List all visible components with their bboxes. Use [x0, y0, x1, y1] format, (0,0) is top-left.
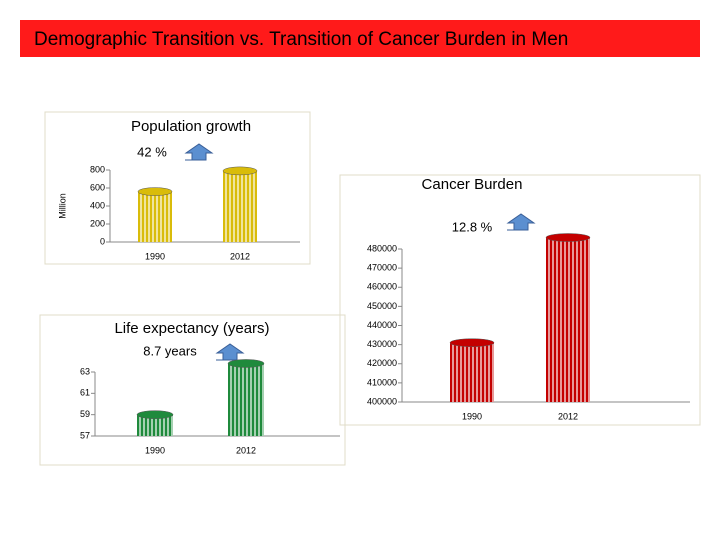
y-tick-label: 460000 [367, 282, 397, 292]
bar-cap [545, 233, 591, 242]
bar-cap [136, 410, 174, 419]
y-tick-label: 420000 [367, 358, 397, 368]
y-tick-label: 430000 [367, 339, 397, 349]
y-tick-label: 410000 [367, 377, 397, 387]
y-tick-label: 0 [100, 236, 105, 246]
y-tick-label: 800 [90, 164, 105, 174]
y-tick-label: 63 [80, 366, 90, 376]
y-tick-label: 57 [80, 430, 90, 440]
x-tick-label: 1990 [145, 445, 165, 455]
bar [228, 363, 264, 436]
y-tick-label: 400000 [367, 396, 397, 406]
bar-cap [449, 338, 495, 347]
panel-frame [339, 174, 701, 426]
y-tick-label: 470000 [367, 263, 397, 273]
panel-frame [44, 111, 311, 265]
chart-title: Population growth [131, 118, 251, 135]
x-tick-label: 2012 [230, 251, 250, 261]
y-tick-label: 450000 [367, 301, 397, 311]
y-tick-label: 59 [80, 409, 90, 419]
annotation: 8.7 years [143, 343, 197, 358]
title-banner [20, 20, 700, 57]
x-tick-label: 1990 [145, 251, 165, 261]
y-tick-label: 400 [90, 200, 105, 210]
up-arrow [184, 143, 214, 161]
x-tick-label: 2012 [236, 445, 256, 455]
bar [138, 191, 172, 242]
annotation: 42 % [137, 144, 167, 159]
x-tick-label: 1990 [462, 411, 482, 421]
x-tick-label: 2012 [558, 411, 578, 421]
bar-cap [227, 359, 265, 368]
bar [223, 170, 257, 242]
y-tick-label: 440000 [367, 320, 397, 330]
up-arrow [215, 343, 245, 361]
y-tick-label: 600 [90, 182, 105, 192]
annotation: 12.8 % [452, 219, 493, 234]
bar-cap [222, 166, 258, 176]
y-tick-label: 200 [90, 218, 105, 228]
y-tick-label: 480000 [367, 243, 397, 253]
chart-title: Cancer Burden [422, 176, 523, 193]
slide-title: Demographic Transition vs. Transition of… [34, 29, 568, 50]
up-arrow [506, 213, 536, 231]
chart-title: Life expectancy (years) [114, 320, 269, 337]
y-tick-label: 61 [80, 388, 90, 398]
panel-frame [39, 314, 346, 466]
y-axis-label: Million [57, 193, 67, 219]
bar-cap [137, 187, 173, 196]
